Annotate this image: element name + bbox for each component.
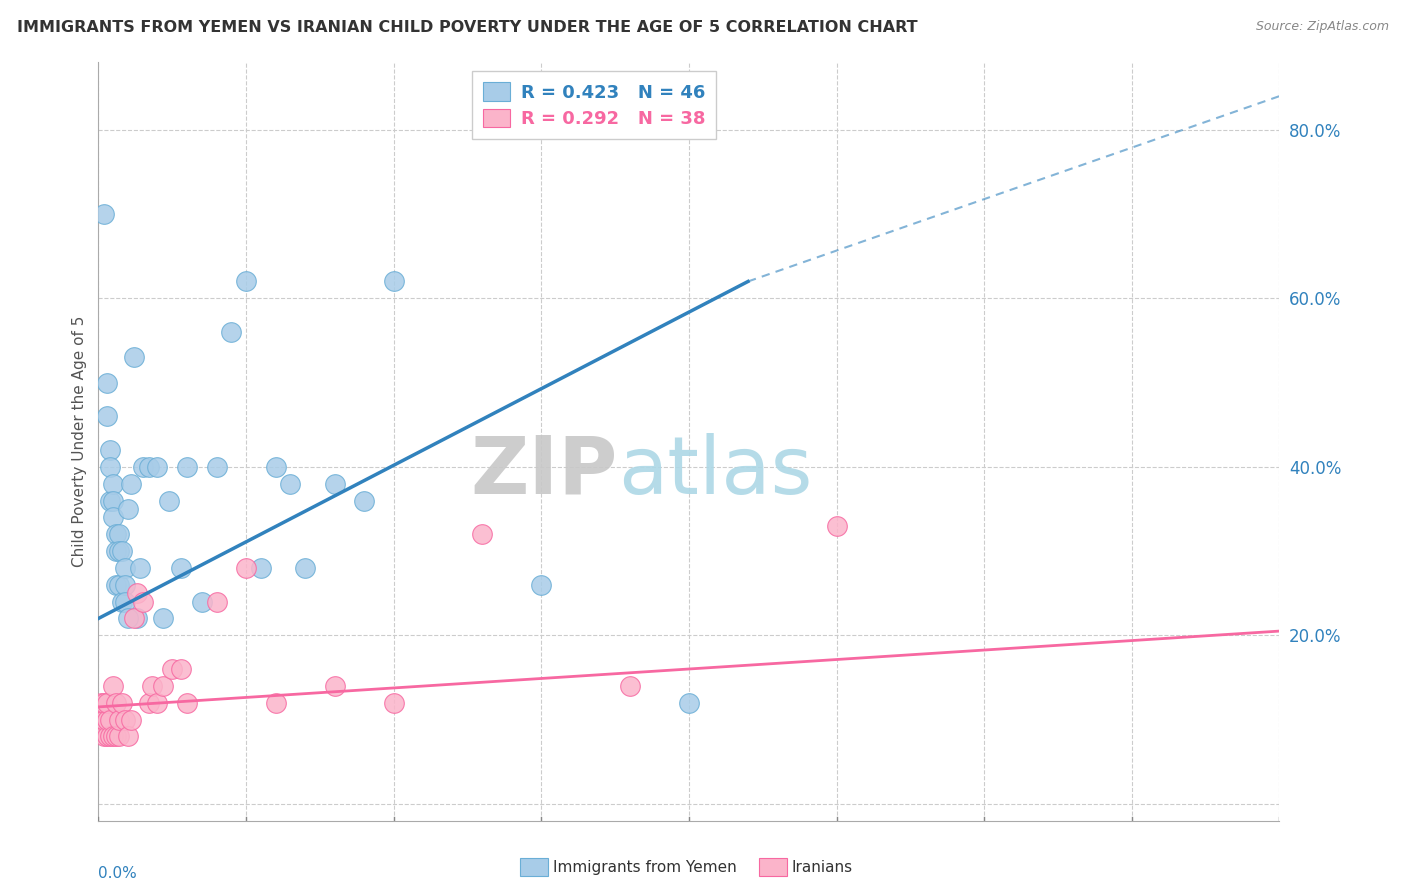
Point: [162, 662, 183, 676]
Legend: R = 0.423   N = 46, R = 0.292   N = 38: R = 0.423 N = 46, R = 0.292 N = 38: [472, 71, 717, 139]
Text: atlas: atlas: [619, 433, 813, 511]
Point: [117, 611, 139, 625]
Point: [103, 510, 125, 524]
Point: [93, 207, 115, 221]
Point: [108, 730, 131, 744]
Point: [105, 527, 128, 541]
Point: [235, 561, 257, 575]
Point: [138, 696, 160, 710]
Point: [132, 459, 155, 474]
Point: [353, 493, 375, 508]
Point: [152, 611, 174, 625]
Point: [205, 594, 228, 608]
Point: [176, 459, 198, 474]
Point: [96, 730, 118, 744]
Point: [122, 351, 145, 365]
Point: [382, 696, 405, 710]
Point: [294, 561, 316, 575]
Point: [93, 730, 115, 744]
Point: [382, 275, 405, 289]
Point: [170, 662, 193, 676]
Point: [105, 544, 128, 558]
Point: [105, 730, 128, 744]
Point: [114, 713, 136, 727]
Point: [176, 696, 198, 710]
Text: ZIP: ZIP: [471, 433, 619, 511]
Point: [98, 459, 121, 474]
Point: [138, 459, 160, 474]
Text: Iranians: Iranians: [792, 860, 852, 874]
Point: [264, 696, 287, 710]
Point: [530, 578, 553, 592]
Point: [114, 561, 136, 575]
Point: [264, 459, 287, 474]
Point: [825, 518, 848, 533]
Point: [125, 611, 148, 625]
Point: [146, 696, 169, 710]
Point: [120, 476, 142, 491]
Point: [111, 544, 134, 558]
Point: [471, 527, 494, 541]
Point: [96, 376, 118, 390]
Point: [105, 578, 128, 592]
Point: [323, 679, 346, 693]
Point: [146, 459, 169, 474]
Point: [170, 561, 193, 575]
Point: [108, 527, 131, 541]
Point: [323, 476, 346, 491]
Text: Source: ZipAtlas.com: Source: ZipAtlas.com: [1256, 20, 1389, 33]
Text: IMMIGRANTS FROM YEMEN VS IRANIAN CHILD POVERTY UNDER THE AGE OF 5 CORRELATION CH: IMMIGRANTS FROM YEMEN VS IRANIAN CHILD P…: [17, 20, 918, 35]
Point: [120, 713, 142, 727]
Point: [114, 594, 136, 608]
Point: [678, 696, 700, 710]
Point: [105, 696, 128, 710]
Point: [93, 696, 115, 710]
Point: [96, 713, 118, 727]
Point: [250, 561, 273, 575]
Point: [117, 730, 139, 744]
Point: [235, 275, 257, 289]
Point: [141, 679, 163, 693]
Point: [191, 594, 214, 608]
Point: [114, 578, 136, 592]
Point: [128, 561, 150, 575]
Point: [221, 325, 243, 339]
Point: [90, 713, 112, 727]
Point: [108, 578, 131, 592]
Point: [108, 713, 131, 727]
Point: [111, 594, 134, 608]
Point: [108, 544, 131, 558]
Point: [111, 696, 134, 710]
Point: [90, 696, 112, 710]
Point: [205, 459, 228, 474]
Text: Immigrants from Yemen: Immigrants from Yemen: [553, 860, 737, 874]
Point: [132, 594, 155, 608]
Point: [98, 713, 121, 727]
Point: [103, 730, 125, 744]
Y-axis label: Child Poverty Under the Age of 5: Child Poverty Under the Age of 5: [72, 316, 87, 567]
Point: [93, 713, 115, 727]
Point: [122, 611, 145, 625]
Point: [96, 696, 118, 710]
Point: [96, 409, 118, 424]
Point: [117, 502, 139, 516]
Point: [98, 442, 121, 457]
Text: 0.0%: 0.0%: [98, 866, 138, 881]
Point: [98, 730, 121, 744]
Point: [103, 476, 125, 491]
Point: [157, 493, 180, 508]
Point: [125, 586, 148, 600]
Point: [98, 493, 121, 508]
Point: [619, 679, 641, 693]
Point: [103, 493, 125, 508]
Point: [280, 476, 302, 491]
Point: [152, 679, 174, 693]
Point: [103, 679, 125, 693]
